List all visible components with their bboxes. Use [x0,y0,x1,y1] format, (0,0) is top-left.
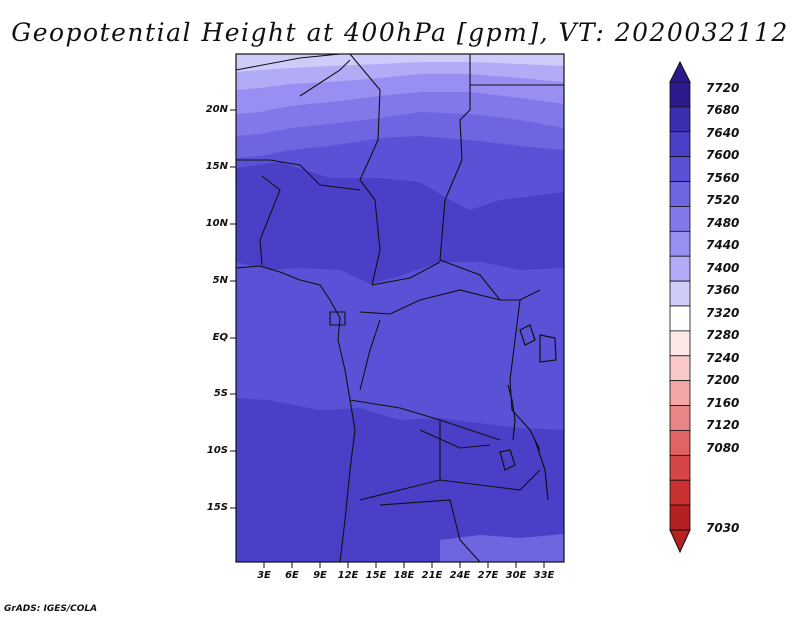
colorbar-label: 7520 [706,193,740,207]
colorbar-swatch [669,330,691,357]
colorbar-swatch [669,131,691,158]
colorbar-label: 7160 [706,396,740,410]
lakes [499,324,557,501]
colorbar-bottom-arrow [669,529,691,554]
colorbar-label: 7320 [706,306,740,320]
contour-band-7640 [440,534,564,562]
colorbar-swatch [669,430,691,456]
colorbar-top-arrow [669,60,691,83]
colorbar-label: 7080 [706,441,740,455]
colorbar-label: 7200 [706,373,740,387]
contour-band-7400 [236,54,564,72]
lon-label: 30E [505,570,527,581]
colorbar-label: 7640 [706,126,740,140]
lat-label: 10S [206,445,228,456]
map-plot-area [236,54,564,562]
colorbar-label: 7560 [706,171,740,185]
colorbar-swatch [669,380,691,406]
colorbar-swatch [669,206,691,232]
colorbar-swatch [669,405,691,431]
colorbar-swatch [669,181,691,207]
lon-label: 9E [313,570,327,581]
lon-label: 3E [257,570,271,581]
lat-label: 15N [205,161,228,172]
lat-label: 15S [206,502,228,513]
colorbar-swatch [669,454,691,481]
colorbar-label: 7120 [706,418,740,432]
colorbar-swatch [669,504,691,531]
lon-label: 15E [365,570,387,581]
colorbar [669,60,691,554]
lat-label: EQ [212,332,228,343]
lon-label: 12E [337,570,359,581]
lon-label: 33E [533,570,555,581]
lon-label: 21E [421,570,443,581]
colorbar-swatch [669,81,691,108]
colorbar-label: 7280 [706,328,740,342]
lon-label: 24E [449,570,471,581]
colorbar-label: 7720 [706,81,740,95]
lon-label: 27E [477,570,499,581]
colorbar-swatch [669,305,691,332]
lat-label: 10N [205,218,228,229]
colorbar-label: 7680 [706,103,740,117]
lon-label: 18E [393,570,415,581]
lat-label: 5N [212,275,228,286]
colorbar-swatch [669,230,691,257]
colorbar-label: 7030 [706,521,740,535]
colorbar-label: 7600 [706,148,740,162]
credit-label: GrADS: IGES/COLA [4,604,98,614]
map-title: Geopotential Height at 400hPa [gpm], VT:… [11,18,789,47]
map-frame [235,53,565,563]
colorbar-label: 7360 [706,283,740,297]
lon-label: 6E [285,570,299,581]
colorbar-swatch [669,280,691,307]
colorbar-swatch [669,156,691,182]
colorbar-swatches [669,81,691,531]
colorbar-label: 7480 [706,216,740,230]
lat-label: 20N [205,104,228,115]
colorbar-label: 7440 [706,238,740,252]
colorbar-swatch [669,355,691,382]
contour-band-7600-north [236,162,564,284]
colorbar-swatch [669,255,691,282]
lat-label: 5S [213,388,228,399]
colorbar-swatch [669,479,691,506]
colorbar-label: 7400 [706,261,740,275]
colorbar-label: 7240 [706,351,740,365]
colorbar-swatch [669,106,691,133]
contour-band-7600 [236,398,564,562]
axis-ticks [230,109,545,568]
